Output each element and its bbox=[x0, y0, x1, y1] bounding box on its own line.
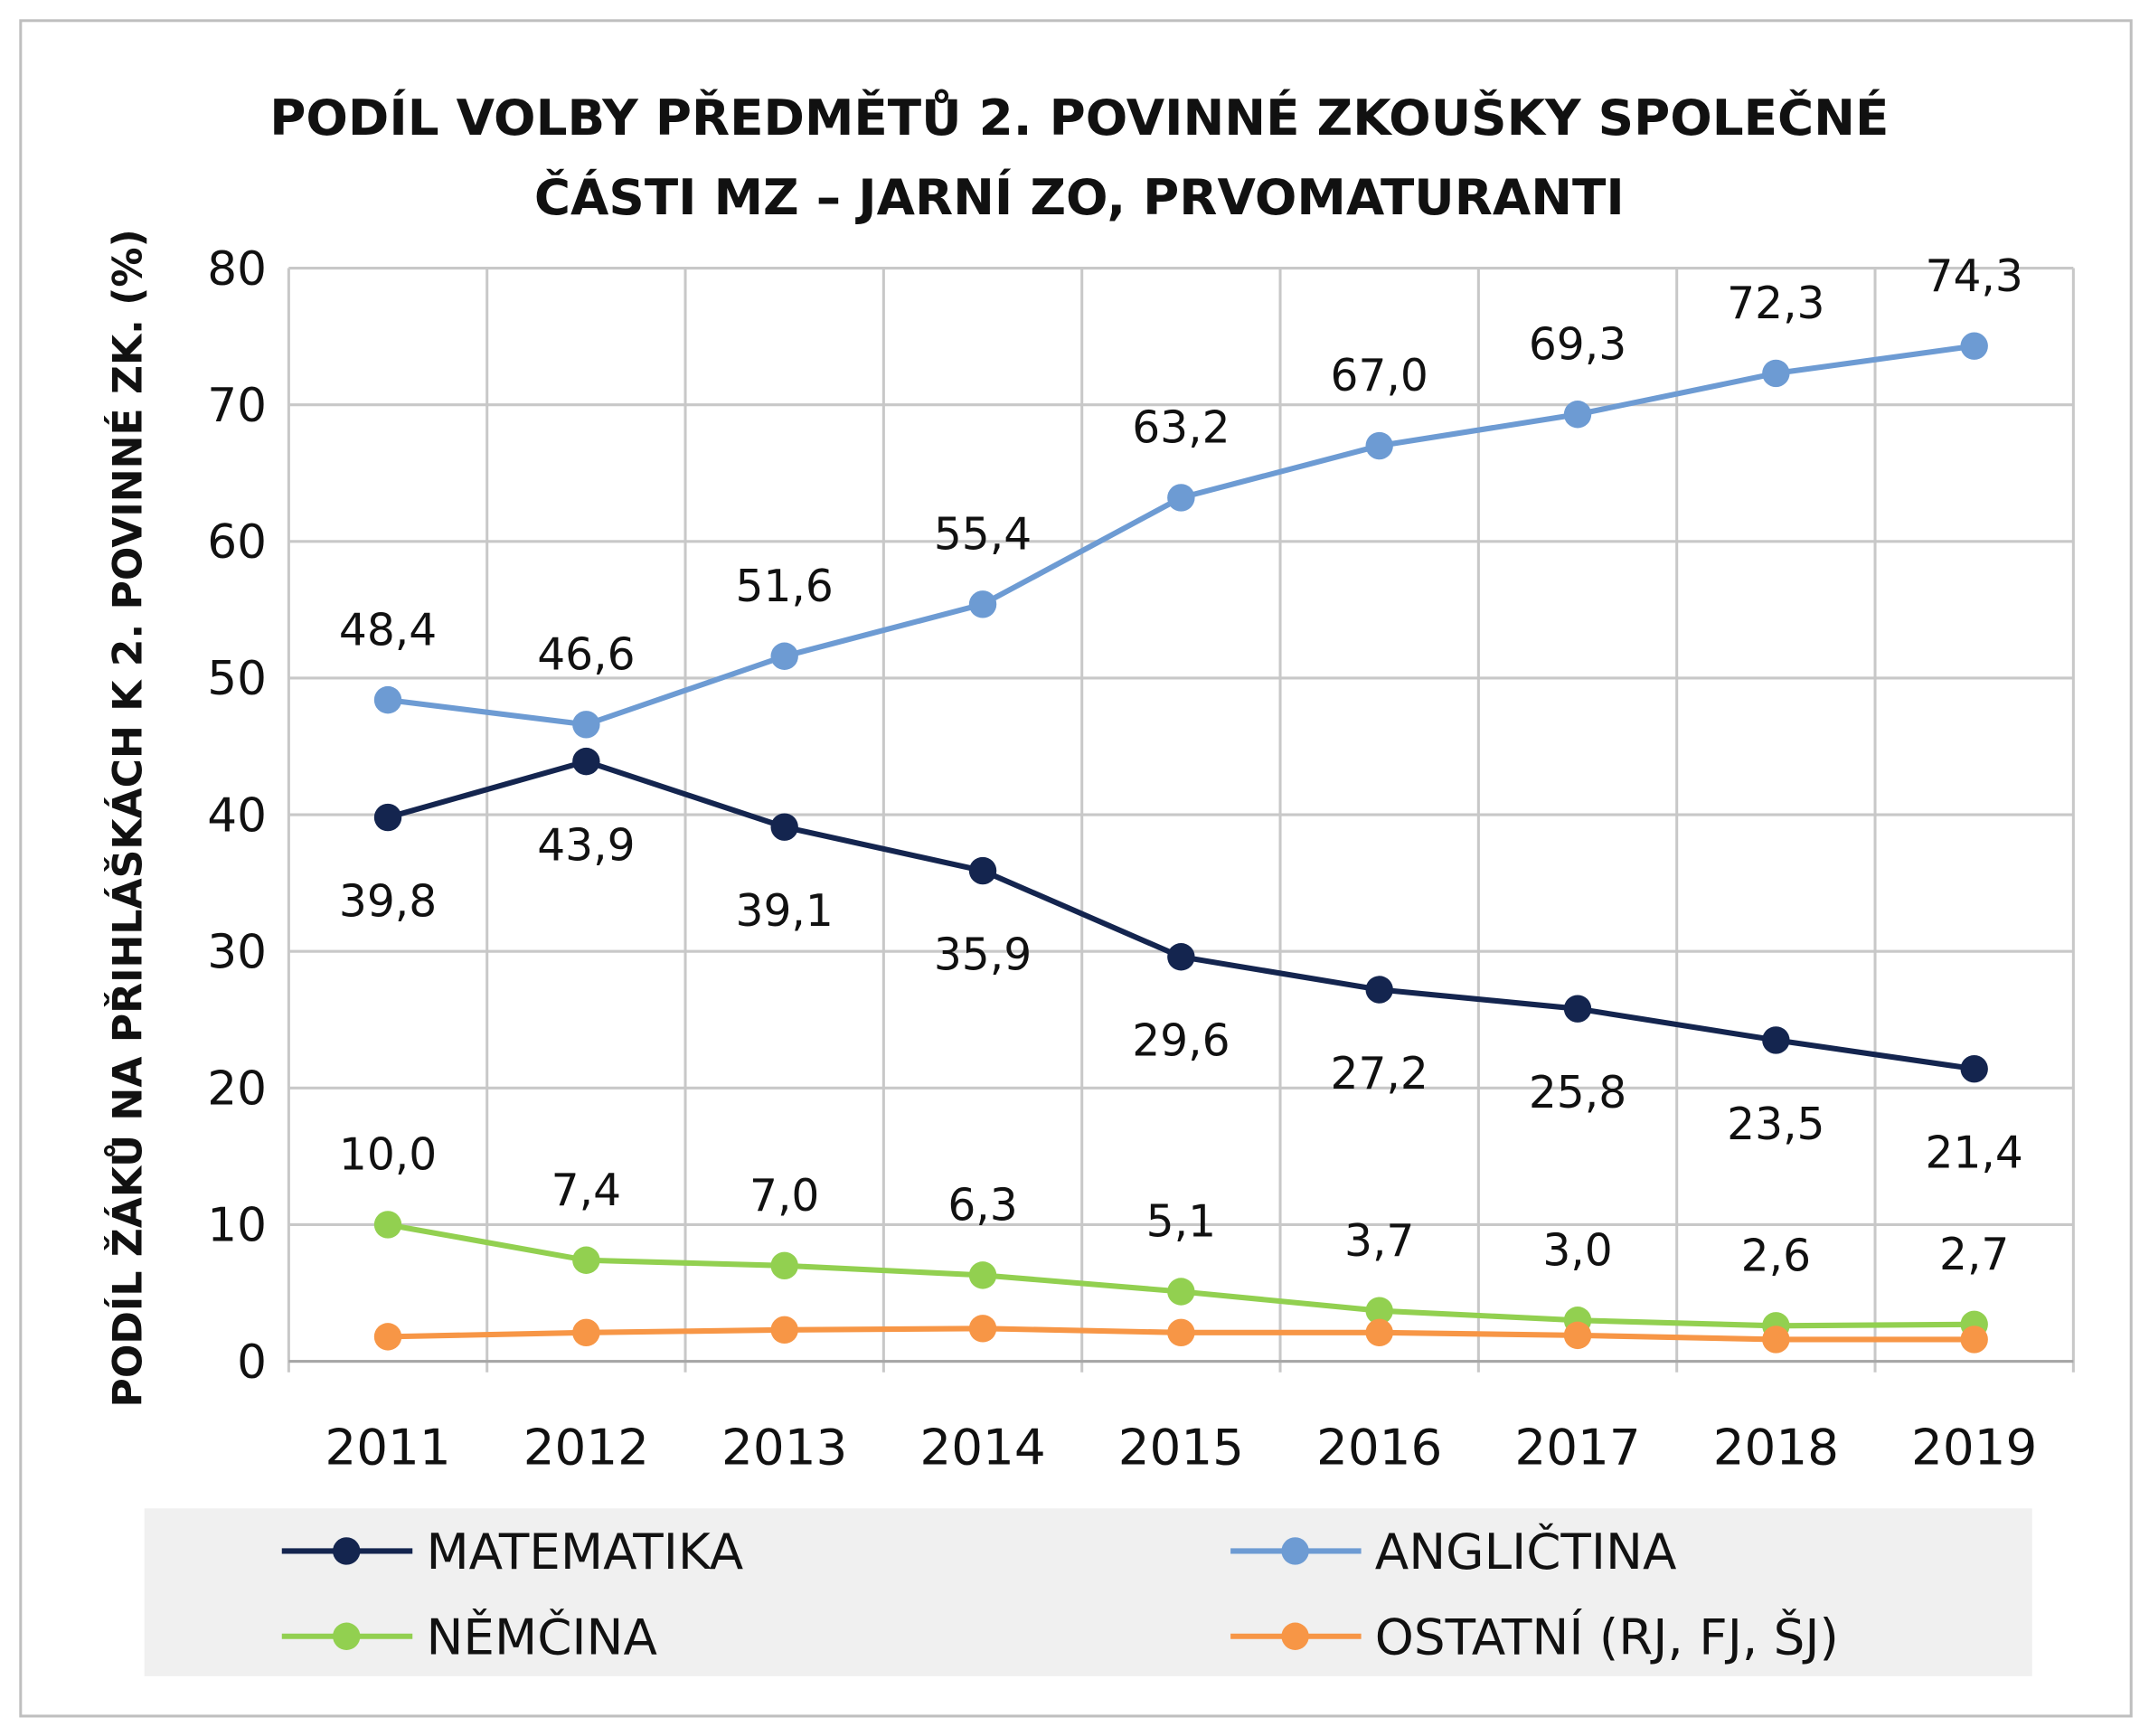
data-point bbox=[1960, 332, 1988, 360]
data-point bbox=[572, 747, 600, 776]
x-tick-label: 2019 bbox=[1911, 1419, 2037, 1477]
data-point bbox=[1167, 1278, 1195, 1306]
data-point bbox=[968, 1261, 997, 1289]
data-label: 63,2 bbox=[1132, 403, 1230, 454]
data-point bbox=[1167, 1318, 1195, 1347]
legend-label: MATEMATIKA bbox=[426, 1523, 743, 1580]
data-label: 3,0 bbox=[1542, 1225, 1612, 1276]
data-point bbox=[770, 1251, 798, 1280]
data-label: 23,5 bbox=[1727, 1099, 1824, 1150]
y-tick-label: 60 bbox=[207, 515, 267, 570]
data-point bbox=[968, 856, 997, 885]
data-point bbox=[1960, 1326, 1988, 1354]
data-label: 39,1 bbox=[736, 886, 834, 937]
data-label: 10,0 bbox=[339, 1130, 437, 1181]
data-label: 39,8 bbox=[339, 877, 437, 928]
legend-marker bbox=[333, 1537, 361, 1565]
x-tick-label: 2016 bbox=[1316, 1419, 1442, 1477]
y-tick-label: 70 bbox=[207, 379, 267, 433]
data-point bbox=[572, 1246, 600, 1274]
data-point bbox=[1167, 943, 1195, 971]
data-label: 29,6 bbox=[1132, 1016, 1230, 1067]
data-point bbox=[1563, 401, 1592, 429]
data-label: 27,2 bbox=[1331, 1049, 1428, 1099]
data-point bbox=[572, 1318, 600, 1347]
data-point bbox=[1365, 1318, 1393, 1347]
data-point bbox=[1762, 1326, 1790, 1354]
data-point bbox=[1563, 1321, 1592, 1350]
data-label: 43,9 bbox=[537, 821, 635, 872]
data-label: 6,3 bbox=[947, 1181, 1017, 1231]
data-point bbox=[1563, 995, 1592, 1023]
data-point bbox=[1960, 1054, 1988, 1083]
chart-title: PODÍL VOLBY PŘEDMĚTŮ 2. POVINNÉ ZKOUŠKY … bbox=[269, 88, 1889, 146]
y-tick-label: 80 bbox=[207, 242, 267, 297]
y-tick-label: 10 bbox=[207, 1199, 267, 1253]
y-tick-label: 50 bbox=[207, 652, 267, 706]
data-label: 3,7 bbox=[1344, 1216, 1414, 1267]
data-point bbox=[373, 685, 402, 714]
legend-marker bbox=[333, 1622, 361, 1650]
x-tick-label: 2018 bbox=[1713, 1419, 1839, 1477]
legend-label: OSTATNÍ (RJ, FJ, ŠJ) bbox=[1375, 1608, 1839, 1666]
data-label: 72,3 bbox=[1727, 278, 1824, 329]
data-label: 25,8 bbox=[1529, 1068, 1626, 1118]
y-tick-label: 40 bbox=[207, 788, 267, 843]
data-label: 48,4 bbox=[339, 605, 437, 656]
y-tick-label: 30 bbox=[207, 925, 267, 979]
legend-background bbox=[144, 1508, 2032, 1676]
data-point bbox=[770, 642, 798, 670]
data-label: 67,0 bbox=[1331, 351, 1428, 401]
data-label: 21,4 bbox=[1926, 1128, 2023, 1179]
data-label: 2,7 bbox=[1939, 1230, 2009, 1280]
data-point bbox=[572, 711, 600, 739]
data-label: 7,4 bbox=[551, 1165, 621, 1216]
data-point bbox=[1365, 976, 1393, 1004]
x-tick-label: 2013 bbox=[721, 1419, 847, 1477]
data-label: 35,9 bbox=[934, 930, 1032, 981]
data-label: 5,1 bbox=[1146, 1197, 1216, 1248]
data-label: 46,6 bbox=[537, 629, 635, 680]
y-tick-label: 0 bbox=[237, 1335, 267, 1390]
y-axis-label: PODÍL ŽÁKŮ NA PŘIHLÁŠKÁCH K 2. POVINNÉ Z… bbox=[104, 229, 152, 1407]
data-label: 51,6 bbox=[736, 561, 834, 612]
data-label: 74,3 bbox=[1926, 251, 2023, 302]
legend-label: ANGLIČTINA bbox=[1375, 1522, 1677, 1580]
data-point bbox=[373, 803, 402, 832]
data-point bbox=[373, 1211, 402, 1239]
data-point bbox=[770, 813, 798, 841]
x-tick-label: 2014 bbox=[919, 1419, 1045, 1477]
data-point bbox=[1167, 484, 1195, 512]
data-label: 2,6 bbox=[1741, 1231, 1811, 1281]
data-point bbox=[373, 1323, 402, 1351]
x-tick-label: 2011 bbox=[325, 1419, 450, 1477]
data-point bbox=[1762, 359, 1790, 388]
legend-marker bbox=[1281, 1622, 1309, 1650]
data-label: 55,4 bbox=[934, 509, 1032, 560]
data-point bbox=[968, 1315, 997, 1343]
x-tick-label: 2017 bbox=[1514, 1419, 1640, 1477]
data-point bbox=[770, 1316, 798, 1344]
x-tick-label: 2012 bbox=[523, 1419, 649, 1477]
data-label: 7,0 bbox=[749, 1171, 819, 1222]
y-tick-label: 20 bbox=[207, 1062, 267, 1117]
data-label: 69,3 bbox=[1529, 319, 1626, 370]
chart-title: ČÁSTI MZ – JARNÍ ZO, PRVOMATURANTI bbox=[534, 167, 1625, 226]
legend-marker bbox=[1281, 1537, 1309, 1565]
data-point bbox=[1762, 1026, 1790, 1054]
x-tick-label: 2015 bbox=[1118, 1419, 1244, 1477]
data-point bbox=[1365, 1297, 1393, 1325]
legend-label: NĚMČINA bbox=[426, 1608, 657, 1666]
data-point bbox=[1365, 431, 1393, 460]
data-point bbox=[968, 590, 997, 618]
chart-border bbox=[19, 19, 2133, 1718]
